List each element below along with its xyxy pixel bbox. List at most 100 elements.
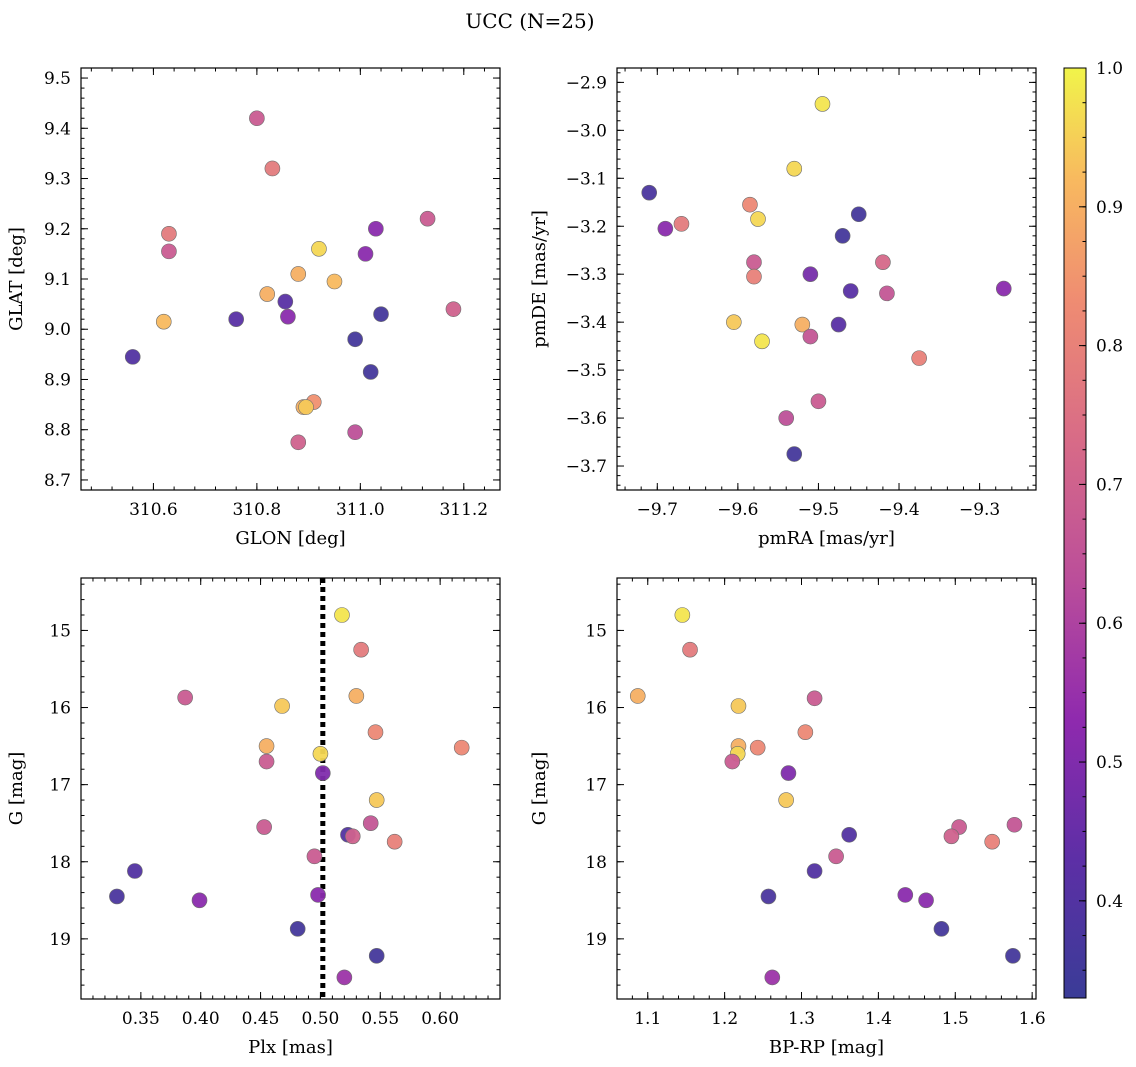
y-tick-label: 17 <box>49 776 71 796</box>
data-point <box>373 306 389 322</box>
data-point <box>918 892 934 909</box>
data-point <box>161 225 177 242</box>
data-point <box>754 333 770 350</box>
y-tick-label: 8.8 <box>44 421 71 441</box>
data-point <box>298 399 314 415</box>
y-tick-label: 15 <box>49 621 71 641</box>
data-point <box>191 892 208 909</box>
y-tick-label: 16 <box>585 699 607 719</box>
y-tick-label: −3.7 <box>566 457 607 477</box>
y-tick-label: 9.2 <box>44 220 71 240</box>
x-tick-label: 310.8 <box>233 500 282 520</box>
data-point <box>419 210 436 227</box>
data-point <box>368 220 384 237</box>
data-point <box>124 349 141 365</box>
data-point <box>445 301 462 317</box>
x-tick-label: 1.2 <box>711 1009 738 1029</box>
data-point <box>746 268 762 285</box>
axes-frame <box>616 577 1037 1000</box>
y-tick-label: −3.2 <box>566 217 607 237</box>
x-tick-label: 0.50 <box>301 1009 339 1029</box>
data-point <box>161 243 177 260</box>
y-tick-label: −3.4 <box>566 313 607 333</box>
plot-area <box>617 68 1036 490</box>
data-point <box>814 96 831 112</box>
colorbar-tick-label: 0.5 <box>1096 753 1123 773</box>
data-point <box>943 828 960 845</box>
data-point <box>259 286 276 302</box>
data-point <box>786 446 803 462</box>
colorbar-tick-label: 0.7 <box>1096 475 1123 495</box>
data-point <box>386 833 403 850</box>
data-point <box>674 607 691 623</box>
data-point <box>842 283 859 299</box>
data-point <box>315 765 331 781</box>
y-tick-label: 9.4 <box>44 119 71 139</box>
y-tick-label: 9.3 <box>44 170 71 190</box>
x-tick-label: 0.40 <box>182 1009 220 1029</box>
data-point <box>310 887 326 903</box>
data-point <box>177 689 193 706</box>
data-point <box>306 848 323 865</box>
panel-top-left: 310.6 310.8 311.0 311.2 8.7 8.8 8.9 9.0 9.1 9.2 9.… <box>6 67 501 549</box>
panel-top-right: −9.7 −9.6 −9.5 −9.4 −9.3 −2.9 −3.0 −3.1 −3.2 −3.3… <box>529 67 1037 549</box>
data-point <box>280 308 296 325</box>
data-point <box>289 921 306 937</box>
data-point <box>348 688 365 704</box>
y-axis-label: pmDE [mas/yr] <box>529 210 550 348</box>
data-point <box>794 316 811 333</box>
data-point <box>897 887 914 903</box>
axes-frame <box>616 67 1037 491</box>
data-point <box>933 921 950 937</box>
x-tick-label: 1.4 <box>865 1009 892 1029</box>
y-tick-label: −3.5 <box>566 361 607 381</box>
data-point <box>155 313 172 330</box>
plot-area <box>617 578 1036 999</box>
y-tick-label: 17 <box>585 776 607 796</box>
data-point <box>984 833 1000 850</box>
data-point <box>311 241 327 257</box>
scatter-points <box>641 96 1012 462</box>
data-point <box>828 848 844 865</box>
data-point <box>780 765 797 781</box>
y-tick-label: 9.0 <box>44 320 71 340</box>
data-point <box>347 424 363 441</box>
data-point <box>749 739 766 756</box>
colorbar-tick-label: 1.0 <box>1096 59 1123 79</box>
data-point <box>724 753 741 770</box>
y-tick-label: 19 <box>49 930 71 950</box>
x-tick-label: 311.2 <box>439 500 488 520</box>
y-tick-label: −3.1 <box>566 169 607 189</box>
data-point <box>274 698 290 714</box>
data-point <box>368 792 385 808</box>
x-tick-label: −9.3 <box>959 500 1000 520</box>
data-point <box>347 331 363 348</box>
data-point <box>357 246 374 262</box>
data-point <box>730 698 747 714</box>
data-point <box>362 815 379 831</box>
x-axis-label: GLON [deg] <box>235 528 345 549</box>
data-point <box>228 311 244 327</box>
data-point <box>764 969 781 986</box>
data-point <box>726 314 742 330</box>
data-point <box>802 266 819 283</box>
data-point <box>841 826 857 843</box>
colorbar-tick-label: 0.9 <box>1096 198 1123 218</box>
x-tick-label: 1.1 <box>634 1009 661 1029</box>
data-point <box>750 211 766 227</box>
data-point <box>641 184 658 201</box>
data-point <box>778 792 794 808</box>
data-point <box>344 828 361 845</box>
y-axis-label: G [mag] <box>529 752 550 825</box>
data-point <box>326 273 343 290</box>
data-point <box>362 364 379 380</box>
data-point <box>995 280 1012 297</box>
data-point <box>778 410 795 426</box>
data-point <box>786 160 803 177</box>
data-point <box>682 641 698 658</box>
data-point <box>830 316 847 333</box>
x-tick-label: 310.6 <box>129 500 178 520</box>
data-point <box>806 863 823 879</box>
data-point <box>742 196 758 213</box>
